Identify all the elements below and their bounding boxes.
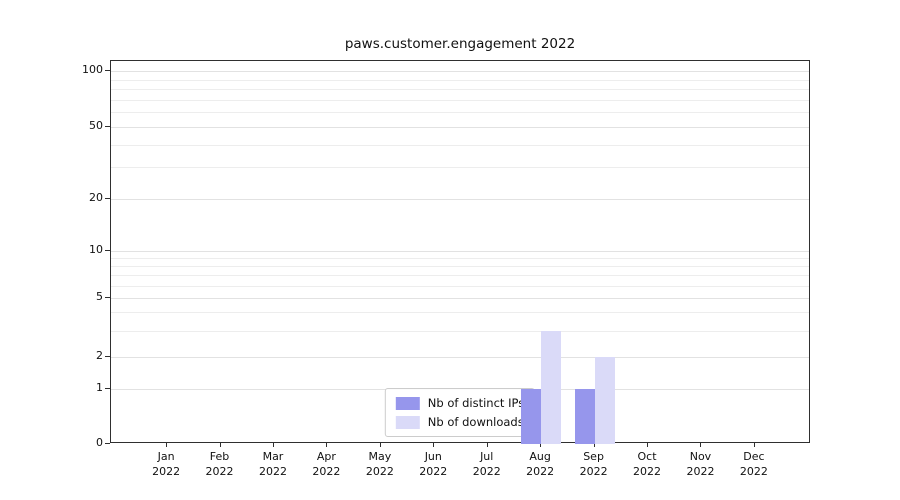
legend-item-distinct-ips: Nb of distinct IPs — [395, 396, 525, 410]
gridline — [111, 285, 809, 287]
y-tick-label: 2 — [96, 348, 103, 362]
x-tick-label: Dec 2022 — [739, 450, 768, 478]
y-tick-mark — [105, 388, 110, 389]
bar-distinct-ips-aug — [521, 389, 542, 444]
plot-area: Nb of distinct IPs Nb of downloads — [110, 60, 810, 444]
x-tick-mark — [700, 443, 702, 447]
x-tick-label: May 2022 — [365, 450, 394, 478]
legend-swatch-distinct-ips — [395, 396, 420, 410]
x-tick-mark — [647, 443, 649, 447]
gridline — [111, 251, 809, 252]
gridline — [111, 144, 809, 146]
y-tick-label: 100 — [82, 62, 103, 76]
gridline — [111, 79, 809, 81]
y-tick-mark — [105, 197, 110, 199]
y-tick-label: 0 — [96, 436, 103, 449]
y-tick-label: 50 — [89, 118, 103, 132]
y-tick-label: 5 — [96, 290, 103, 303]
legend-label-distinct-ips: Nb of distinct IPs — [427, 396, 525, 410]
legend: Nb of distinct IPs Nb of downloads — [384, 388, 536, 437]
bar-downloads-aug — [541, 330, 562, 444]
y-tick-label: 20 — [89, 190, 103, 204]
x-tick-label: Apr 2022 — [312, 450, 341, 478]
bar-distinct-ips-sep — [574, 389, 595, 444]
x-tick-label: Aug 2022 — [526, 450, 555, 478]
gridline — [111, 126, 809, 128]
gridline — [111, 275, 809, 277]
chart-title: paws.customer.engagement 2022 — [344, 36, 576, 52]
y-tick-mark — [105, 355, 110, 357]
y-tick-mark — [105, 250, 110, 251]
y-tick-label: 1 — [96, 381, 103, 394]
gridline — [111, 356, 809, 358]
y-tick-mark — [105, 443, 110, 444]
gridline — [111, 298, 809, 299]
x-tick-mark — [433, 443, 435, 447]
gridline — [111, 258, 809, 260]
x-tick-mark — [593, 443, 595, 447]
x-tick-mark — [753, 443, 755, 447]
y-tick-label: 10 — [89, 243, 103, 256]
bar-downloads-sep — [594, 356, 615, 444]
legend-item-downloads: Nb of downloads — [395, 415, 524, 429]
x-tick-mark — [272, 443, 274, 447]
legend-swatch-downloads — [395, 415, 420, 429]
x-tick-label: Jan 2022 — [152, 450, 181, 478]
gridline — [111, 198, 809, 200]
gridline — [111, 167, 809, 169]
x-tick-mark — [166, 443, 168, 447]
x-tick-mark — [486, 443, 488, 447]
x-tick-label: Oct 2022 — [633, 450, 662, 478]
gridline — [111, 112, 809, 114]
gridline — [111, 89, 809, 91]
x-tick-label: Feb 2022 — [205, 450, 234, 478]
x-tick-label: Jun 2022 — [419, 450, 448, 478]
y-tick-mark — [105, 125, 110, 127]
x-tick-mark — [219, 443, 221, 447]
y-tick-mark — [105, 69, 110, 71]
gridline — [111, 266, 809, 268]
x-tick-mark — [326, 443, 328, 447]
x-tick-mark — [379, 443, 381, 447]
gridline — [111, 312, 809, 314]
gridline — [111, 99, 809, 101]
gridline — [111, 70, 809, 72]
x-tick-label: Jul 2022 — [472, 450, 501, 478]
x-tick-label: Nov 2022 — [686, 450, 715, 478]
x-tick-label: Sep 2022 — [579, 450, 608, 478]
gridline — [111, 330, 809, 332]
x-tick-mark — [540, 443, 542, 447]
legend-label-downloads: Nb of downloads — [427, 415, 524, 429]
x-tick-label: Mar 2022 — [258, 450, 287, 478]
y-tick-mark — [105, 297, 110, 298]
